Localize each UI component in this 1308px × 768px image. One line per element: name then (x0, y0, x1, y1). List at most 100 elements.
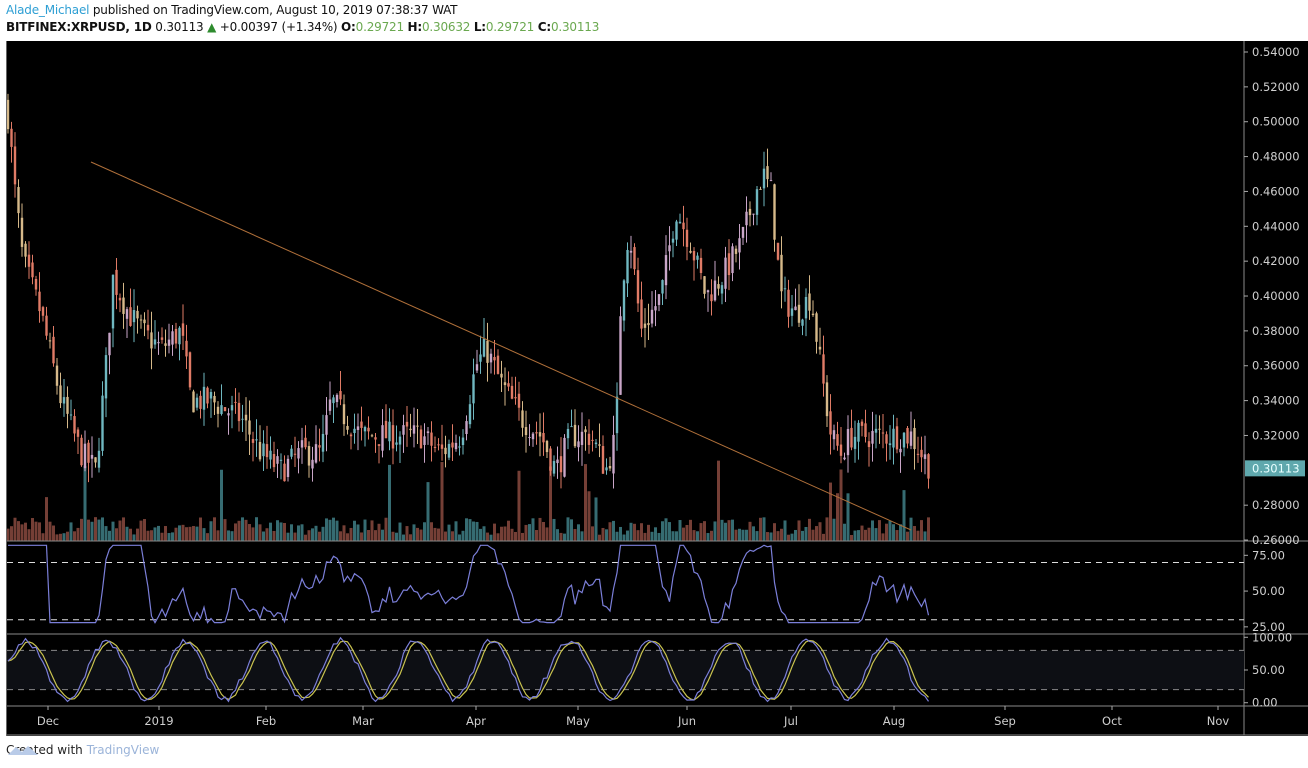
volume-bar (717, 460, 720, 541)
close-value: 0.30113 (550, 20, 600, 34)
volume-bar (661, 521, 664, 541)
volume-bar (276, 520, 279, 541)
candle-body (678, 221, 682, 224)
candle-body (682, 222, 685, 230)
candle-body (321, 433, 325, 452)
volume-bar (370, 520, 374, 541)
volume-bar (307, 530, 311, 541)
volume-bar (216, 530, 220, 541)
volume-bar (927, 517, 930, 541)
volume-bar (857, 530, 860, 541)
chart-svg[interactable]: 0.54000 0.52000 0.50000 0.48000 0.46000 0.440… (7, 41, 1308, 736)
volume-bar (888, 520, 892, 541)
volume-bar (265, 528, 269, 541)
candle-body (461, 437, 465, 445)
volume-bar (335, 520, 339, 541)
candle-body (195, 397, 199, 408)
candle-body (423, 436, 426, 445)
candle-body (832, 430, 836, 440)
volume-bar (885, 523, 888, 541)
volume-bar (416, 527, 419, 541)
candle-body (713, 280, 717, 301)
volume-bar (521, 532, 524, 541)
volume-bar (748, 521, 752, 541)
volume-bar (629, 522, 633, 541)
volume-bar (192, 526, 195, 541)
candle-body (815, 313, 818, 342)
volume-bar (472, 521, 475, 541)
volume-bar (80, 518, 83, 541)
candle-body (640, 299, 643, 329)
candle-body (465, 421, 468, 434)
volume-bar (524, 524, 528, 541)
candle-body (626, 249, 629, 284)
candle-body (619, 316, 622, 395)
volume-bar (150, 530, 153, 541)
candle-body (69, 414, 73, 416)
candle-body (52, 336, 55, 364)
volume-bar (657, 532, 661, 541)
volume-bar (314, 525, 318, 541)
candle-body (878, 428, 881, 430)
volume-bar (283, 522, 286, 541)
volume-bar (87, 519, 90, 541)
volume-bar (549, 466, 552, 541)
volume-bar (755, 531, 759, 541)
author-link[interactable]: Alade_Michael (6, 3, 90, 17)
volume-bar (899, 524, 902, 541)
volume-bar (902, 490, 906, 541)
candle-body (566, 428, 570, 439)
volume-bar (692, 530, 696, 541)
volume-bar (139, 520, 143, 541)
candle-body (839, 444, 843, 456)
stoch-band (7, 650, 1244, 690)
volume-bar (619, 526, 622, 541)
volume-bar (731, 519, 734, 541)
candle-body (874, 428, 878, 433)
candle-body (31, 262, 34, 278)
candle-body (892, 428, 895, 448)
candle-body (717, 284, 720, 289)
volume-bar (444, 531, 447, 541)
volume-bar (612, 520, 615, 541)
volume-bar (685, 524, 689, 541)
volume-bar (94, 517, 97, 541)
candle-body (125, 309, 129, 319)
candle-body (664, 255, 668, 286)
candle-body (132, 310, 136, 323)
volume-bar (440, 462, 444, 541)
candle-body (300, 440, 304, 448)
volume-bar (419, 529, 423, 541)
candle-body (283, 463, 286, 482)
candle-body (472, 374, 475, 404)
chart-canvas[interactable]: 0.54000 0.52000 0.50000 0.48000 0.46000 0.440… (6, 41, 1308, 736)
volume-bar (570, 519, 573, 541)
time-tick-label: Sep (994, 714, 1016, 728)
volume-bar (678, 520, 682, 541)
candle-body (633, 247, 636, 270)
tradingview-brand[interactable]: TradingView (86, 743, 160, 757)
candle-body (258, 441, 262, 460)
volume-bar (206, 533, 209, 541)
volume-bar (738, 528, 741, 541)
volume-bar (556, 529, 559, 541)
candle-body (748, 208, 752, 216)
volume-bar (346, 533, 349, 541)
volume-bar (794, 529, 797, 541)
volume-bar (479, 528, 482, 541)
candle-body (311, 459, 314, 469)
volume-bar (804, 526, 808, 541)
candle-body (34, 279, 38, 290)
volume-bar (241, 517, 244, 541)
volume-bar (454, 521, 458, 541)
candle-body (692, 251, 696, 261)
volume-bar (671, 531, 675, 541)
volume-bar (374, 530, 377, 541)
candle-body (342, 404, 346, 425)
volume-bar (339, 531, 342, 541)
volume-bar (780, 528, 783, 541)
up-arrow-icon: ▲ (207, 20, 217, 34)
candle-body (307, 446, 311, 466)
candle-body (514, 397, 517, 399)
volume-bar (580, 531, 584, 541)
